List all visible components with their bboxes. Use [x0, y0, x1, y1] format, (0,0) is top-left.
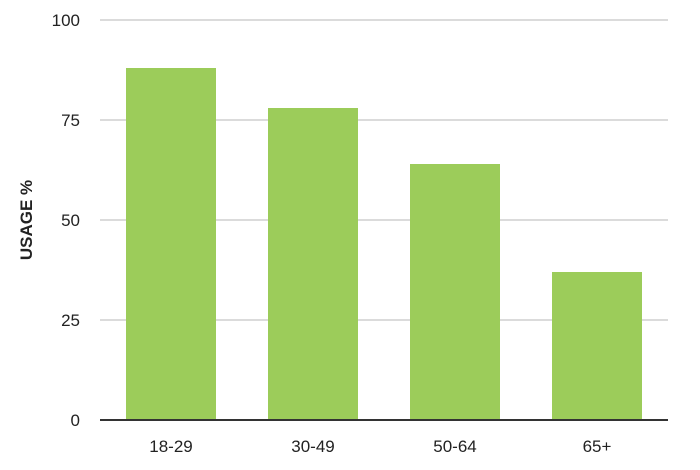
bars	[126, 68, 642, 420]
x-tick-label: 50-64	[433, 437, 476, 456]
x-tick-label: 30-49	[291, 437, 334, 456]
x-tick-label: 18-29	[149, 437, 192, 456]
y-axis-ticks: 0 25 50 75 100	[52, 11, 80, 430]
y-tick-label: 50	[61, 211, 80, 230]
y-tick-label: 25	[61, 311, 80, 330]
bar-65+	[552, 272, 642, 420]
bar-30-49	[268, 108, 358, 420]
x-axis-ticks: 18-29 30-49 50-64 65+	[149, 437, 611, 456]
y-tick-label: 100	[52, 11, 80, 30]
bar-50-64	[410, 164, 500, 420]
y-tick-label: 0	[71, 411, 80, 430]
x-tick-label: 65+	[583, 437, 612, 456]
y-tick-label: 75	[61, 111, 80, 130]
y-axis-title: USAGE %	[17, 180, 36, 260]
bar-18-29	[126, 68, 216, 420]
